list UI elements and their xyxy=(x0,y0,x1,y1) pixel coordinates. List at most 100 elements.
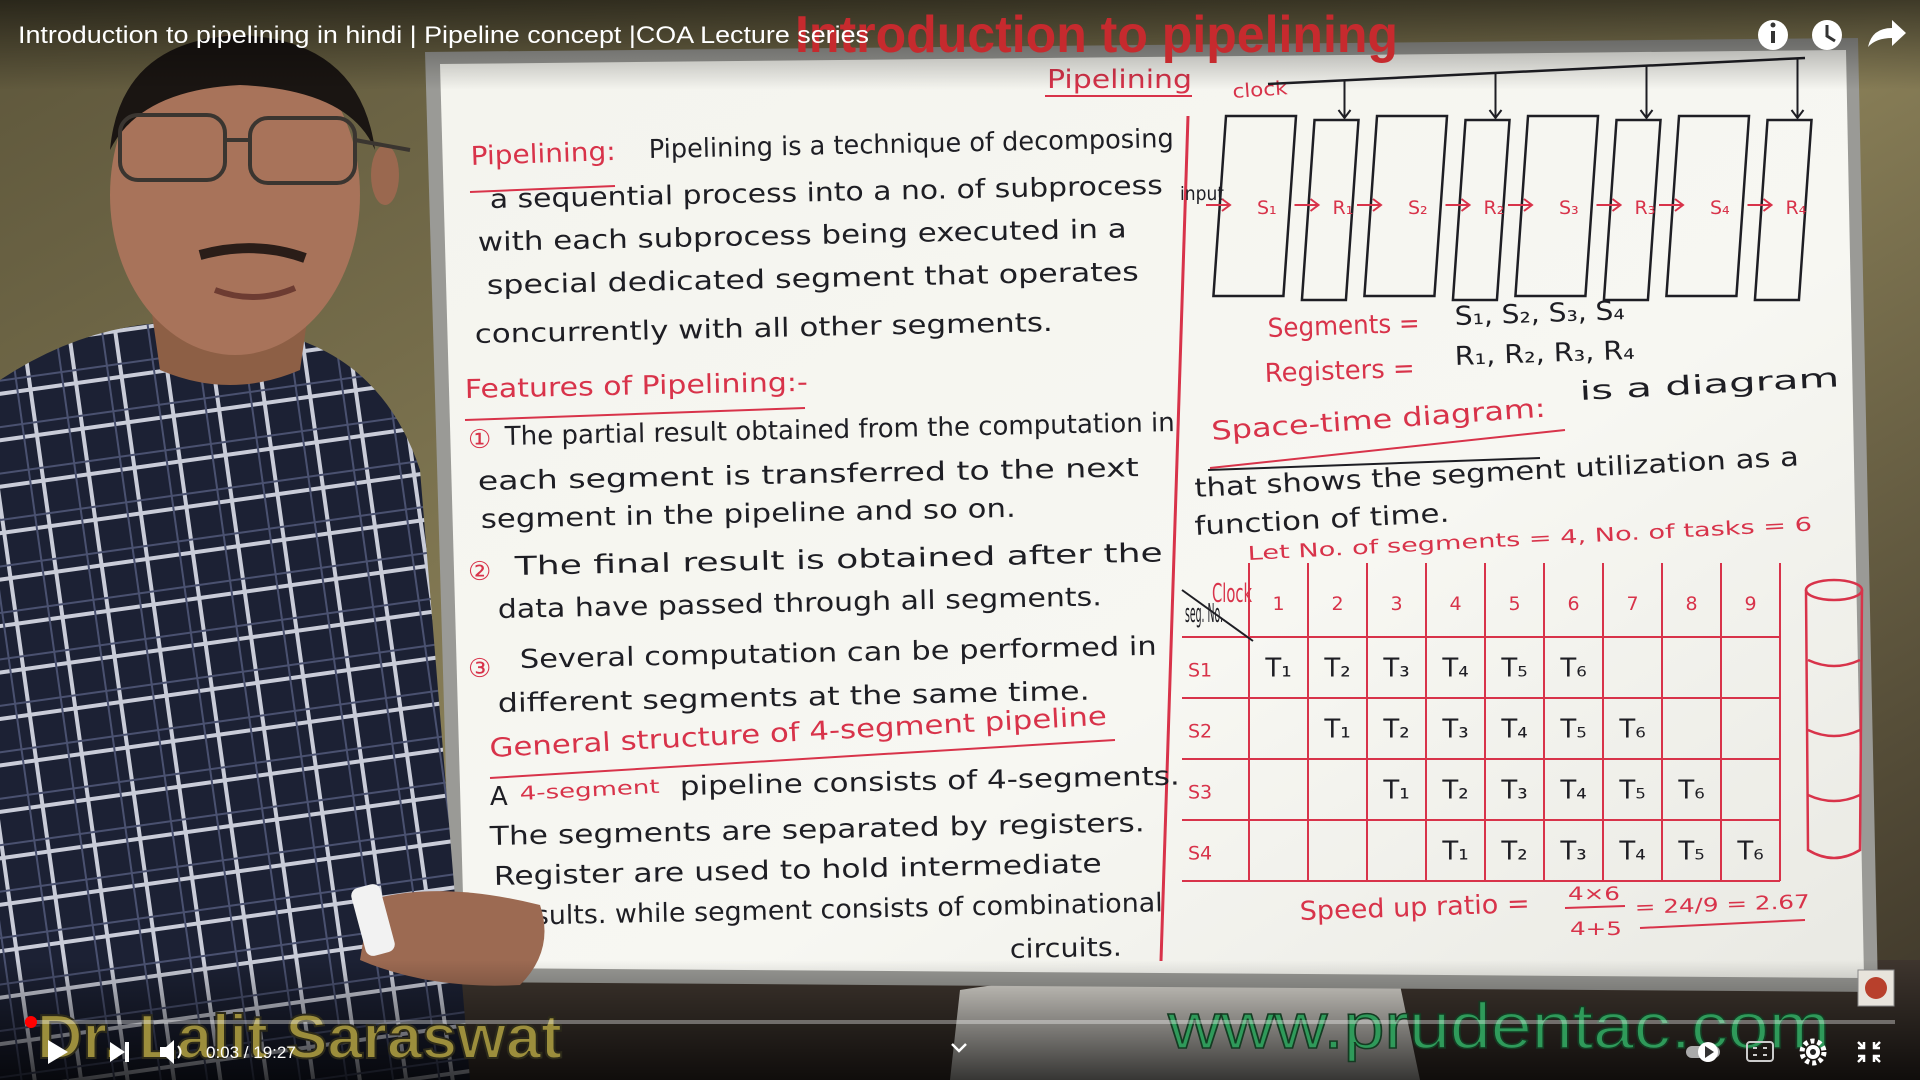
table-cell: T₂ xyxy=(1441,776,1468,806)
structure-line: circuits. xyxy=(1010,933,1123,965)
channel-logo[interactable] xyxy=(1857,969,1895,1007)
flow-arrow xyxy=(1357,198,1383,212)
row-label: S1 xyxy=(1188,660,1212,682)
play-button[interactable] xyxy=(48,1040,68,1064)
flow-arrow xyxy=(1508,198,1534,212)
table-cell: T₅ xyxy=(1500,654,1527,684)
speed-up-numerator: 4×6 xyxy=(1568,883,1620,905)
table-cell: T₄ xyxy=(1618,837,1645,867)
website: www.prudentac.com xyxy=(1167,990,1830,1062)
block-label: R₂ xyxy=(1484,197,1505,219)
time-display: 0:03 / 19:27 xyxy=(206,1043,296,1062)
row-label: S4 xyxy=(1188,843,1212,865)
whiteboard xyxy=(440,50,1864,978)
segments-label: Segments = xyxy=(1267,309,1420,344)
register-block xyxy=(1753,118,1813,302)
captions-button[interactable] xyxy=(1746,1041,1774,1062)
table-cell: T₄ xyxy=(1559,776,1586,806)
volume-button[interactable] xyxy=(160,1040,182,1064)
next-button[interactable] xyxy=(110,1042,129,1062)
underline xyxy=(1639,919,1806,929)
underline xyxy=(489,739,1116,779)
block-label: R₃ xyxy=(1635,197,1656,219)
table-diagonal xyxy=(1181,589,1254,642)
table-cell: T₆ xyxy=(1677,776,1704,806)
table-corner-bottom: seg. No. xyxy=(1185,599,1223,629)
column-header: 8 xyxy=(1685,593,1697,615)
block-label: R₄ xyxy=(1786,197,1807,219)
flow-arrow xyxy=(1206,198,1232,212)
registers-label: Registers = xyxy=(1264,354,1415,389)
watch-later-button[interactable] xyxy=(1812,20,1842,50)
table-cell: T₁ xyxy=(1323,715,1350,745)
bottom-shade xyxy=(0,960,1920,1080)
feature-marker: ② xyxy=(468,557,491,587)
register-block xyxy=(1451,118,1511,302)
table-cell: T₁ xyxy=(1441,837,1468,867)
underline xyxy=(464,407,806,421)
table-cell: T₁ xyxy=(1382,776,1409,806)
scrubber[interactable] xyxy=(25,1016,37,1028)
chevron-button[interactable] xyxy=(951,1043,967,1053)
feature-marker: ① xyxy=(468,425,491,455)
flow-arrow xyxy=(1747,198,1774,212)
flow-arrow xyxy=(1445,198,1472,212)
fraction-bar xyxy=(1564,905,1626,909)
register-block xyxy=(1602,118,1662,302)
feature-marker: ③ xyxy=(468,654,491,684)
underline xyxy=(1209,429,1566,469)
autoplay-toggle[interactable] xyxy=(1686,1042,1720,1062)
table-cell: T₃ xyxy=(1559,837,1586,867)
column-header: 6 xyxy=(1567,593,1579,615)
flow-arrow xyxy=(1596,198,1623,212)
fullscreen-button[interactable] xyxy=(1857,1041,1881,1063)
column-header: 1 xyxy=(1272,593,1284,615)
underline xyxy=(469,185,616,193)
table-cell: T₅ xyxy=(1677,837,1704,867)
input-label: input xyxy=(1180,183,1224,205)
column-header: 4 xyxy=(1449,593,1461,615)
block-label: S₂ xyxy=(1408,197,1428,219)
table-cell: T₅ xyxy=(1559,715,1586,745)
progress-bar[interactable] xyxy=(25,1020,1895,1024)
settings-button[interactable] xyxy=(1799,1038,1827,1066)
table-cell: T₅ xyxy=(1618,776,1645,806)
speed-up-denominator: 4+5 xyxy=(1570,918,1622,940)
column-header: 5 xyxy=(1508,593,1520,615)
table-cell: T₁ xyxy=(1264,654,1291,684)
top-shade xyxy=(0,0,1920,90)
video-title[interactable]: Introduction to pipelining in hindi | Pi… xyxy=(18,22,869,49)
column-header: 7 xyxy=(1626,593,1638,615)
presenter-name: Dr. Lalit Saraswat xyxy=(37,1003,562,1072)
column-header: 9 xyxy=(1744,593,1756,615)
divider xyxy=(1159,115,1190,962)
table-cell: T₃ xyxy=(1500,776,1527,806)
overlay-title: Introduction to pipelining xyxy=(795,6,1398,64)
table-cell: T₆ xyxy=(1618,715,1645,745)
underline xyxy=(1207,457,1541,471)
column-header: 3 xyxy=(1390,593,1402,615)
row-label: S3 xyxy=(1188,782,1212,804)
structure-prefix: A xyxy=(490,782,508,812)
block-label: R₁ xyxy=(1333,197,1354,219)
table-corner-top: Clock xyxy=(1212,579,1252,609)
table-cell: T₄ xyxy=(1500,715,1527,745)
register-block xyxy=(1300,118,1360,302)
table-cell: T₃ xyxy=(1382,654,1409,684)
table-cell: T₂ xyxy=(1382,715,1409,745)
segments-value: S₁, S₂, S₃, S₄ xyxy=(1454,296,1625,332)
definition-term: Pipelining: xyxy=(470,137,616,172)
share-button[interactable] xyxy=(1868,20,1906,47)
cylinder xyxy=(1804,578,1864,860)
table-cell: T₆ xyxy=(1736,837,1763,867)
block-label: S₁ xyxy=(1257,197,1277,219)
block-label: S₄ xyxy=(1710,197,1730,219)
info-button[interactable] xyxy=(1758,20,1788,50)
table-cell: T₂ xyxy=(1500,837,1527,867)
table-cell: T₂ xyxy=(1323,654,1350,684)
features-heading: Features of Pipelining:- xyxy=(465,368,809,405)
table-cell: T₆ xyxy=(1559,654,1586,684)
table-cell: T₃ xyxy=(1441,715,1468,745)
